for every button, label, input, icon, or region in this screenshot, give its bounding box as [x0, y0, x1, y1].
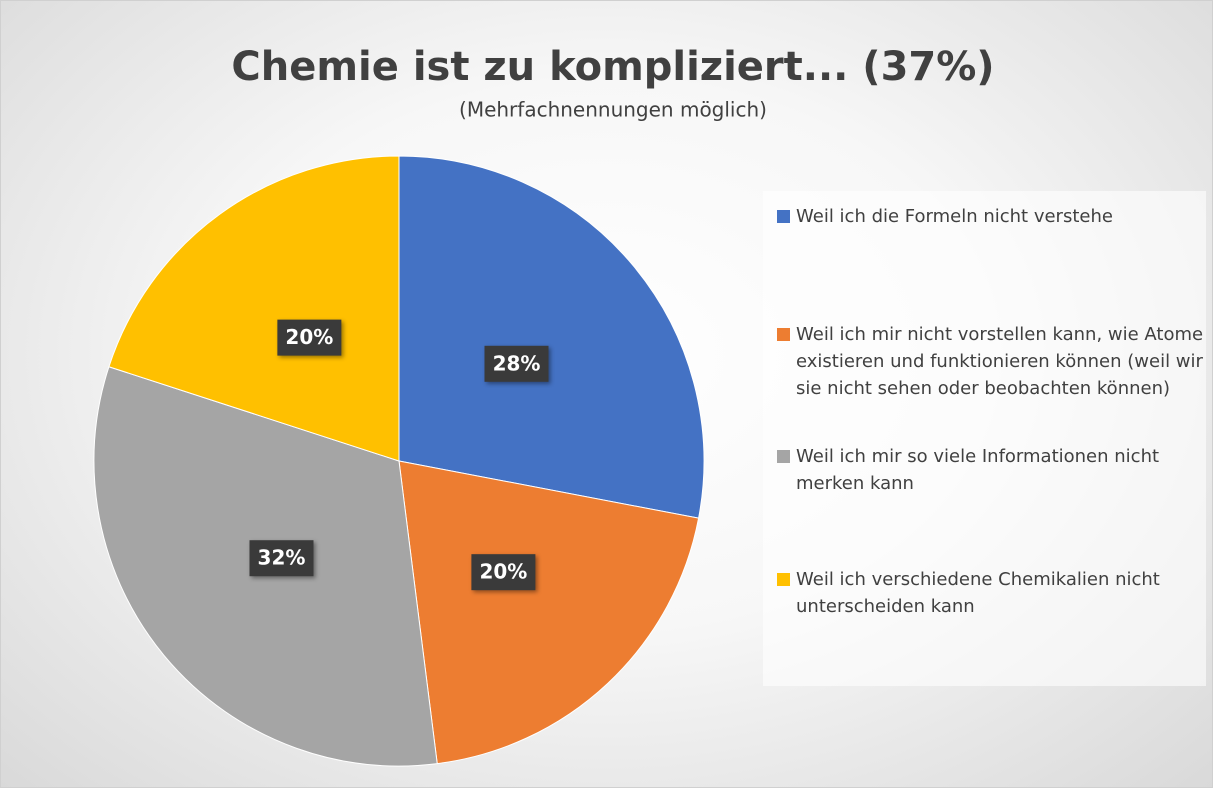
legend-swatch — [777, 573, 790, 586]
pie-slice — [398, 155, 705, 519]
legend-label: Weil ich die Formeln nicht verstehe — [796, 206, 1113, 227]
legend-swatch — [777, 450, 790, 463]
data-label-box — [277, 319, 342, 356]
chart-subtitle: (Mehrfachnennungen möglich) — [459, 98, 767, 122]
legend-item: Weil ich verschiedene Chemikalien nicht … — [777, 566, 1206, 620]
data-label-box — [249, 540, 314, 577]
data-label: 32% — [258, 546, 306, 570]
data-label-box — [471, 554, 536, 591]
legend-item: Weil ich die Formeln nicht verstehe — [777, 203, 1206, 230]
chart-title: Chemie ist zu kompliziert... (37%) — [231, 44, 994, 90]
data-label-box — [484, 345, 549, 382]
legend-label: Weil ich mir so viele Informationen nich… — [796, 446, 1160, 494]
pie-slice — [108, 155, 400, 462]
legend-label: Weil ich verschiedene Chemikalien nicht … — [796, 569, 1160, 617]
legend-swatch — [777, 210, 790, 223]
data-label: 28% — [493, 351, 541, 375]
legend-item: Weil ich mir nicht vorstellen kann, wie … — [777, 321, 1206, 402]
legend: Weil ich die Formeln nicht verstehe Weil … — [763, 191, 1206, 686]
data-label: 20% — [479, 560, 527, 584]
legend-item: Weil ich mir so viele Informationen nich… — [777, 443, 1206, 497]
legend-swatch — [777, 328, 790, 341]
legend-label: Weil ich mir nicht vorstellen kann, wie … — [796, 324, 1204, 399]
pie-slice — [398, 460, 700, 765]
data-label: 20% — [285, 325, 333, 349]
